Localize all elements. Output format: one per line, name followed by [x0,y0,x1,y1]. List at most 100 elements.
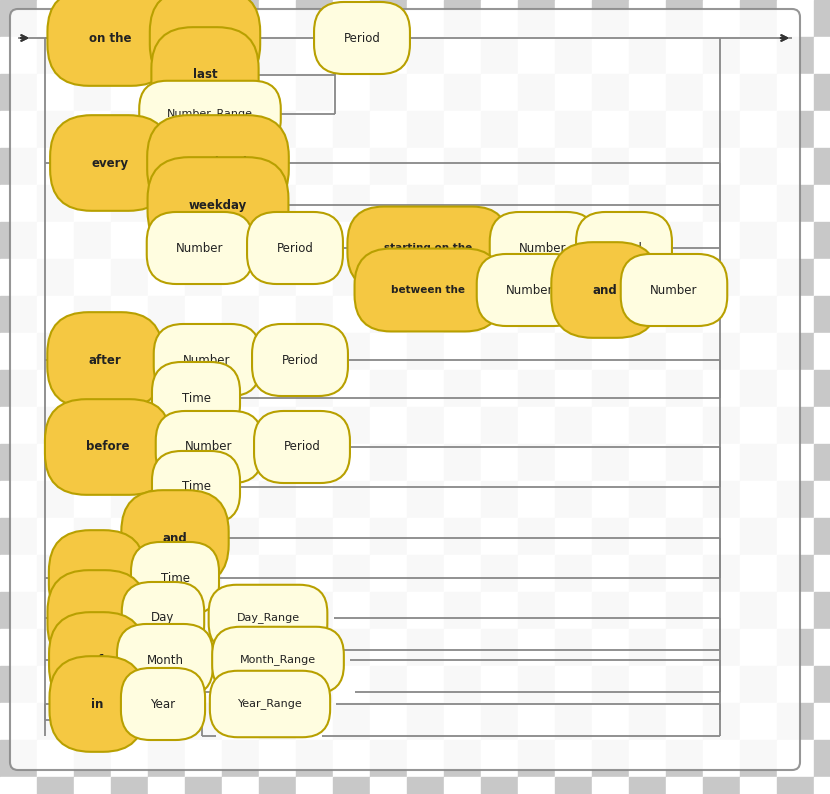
Bar [370,370,407,407]
Bar [592,703,629,740]
Bar [148,407,185,444]
Bar [222,111,259,148]
Bar [666,111,703,148]
Bar [666,592,703,629]
Bar [148,370,185,407]
Bar [74,37,111,74]
Bar [703,0,740,37]
Bar [148,481,185,518]
Bar [481,407,518,444]
Bar [592,37,629,74]
Bar [111,370,148,407]
Bar [296,370,333,407]
Bar [407,629,444,666]
Bar [333,777,370,794]
Bar [481,259,518,296]
Bar [666,370,703,407]
Bar [74,111,111,148]
Bar [555,37,592,74]
Bar [481,629,518,666]
Bar [111,555,148,592]
Bar [740,666,777,703]
Bar [296,407,333,444]
Bar [37,148,74,185]
Bar [407,518,444,555]
Bar [555,0,592,37]
Bar [370,222,407,259]
Bar [37,703,74,740]
Text: Number: Number [650,283,698,296]
Text: Time: Time [182,391,211,404]
Bar [333,444,370,481]
Bar [518,592,555,629]
Bar [222,407,259,444]
Bar [555,777,592,794]
Bar [222,222,259,259]
Bar [777,37,814,74]
Bar [703,111,740,148]
Bar [555,333,592,370]
Bar [518,222,555,259]
Bar [222,481,259,518]
Bar [185,777,222,794]
Text: Time: Time [160,572,189,584]
Bar [740,703,777,740]
Bar [629,111,666,148]
Bar [481,148,518,185]
Bar [370,518,407,555]
Bar [777,111,814,148]
Bar [111,0,148,37]
Bar [518,259,555,296]
Bar [592,185,629,222]
Bar [370,666,407,703]
Bar [259,740,296,777]
Bar [111,629,148,666]
Bar [333,111,370,148]
Bar [444,259,481,296]
Bar [518,148,555,185]
Bar [148,592,185,629]
Bar [444,148,481,185]
Text: Period: Period [284,441,320,453]
Bar [740,296,777,333]
Bar [370,259,407,296]
Bar [666,518,703,555]
Bar [259,444,296,481]
Bar [444,74,481,111]
Bar [148,777,185,794]
Bar [629,74,666,111]
Bar [777,740,814,777]
Bar [740,222,777,259]
Bar [370,629,407,666]
Bar [777,0,814,37]
Bar [518,333,555,370]
Bar [259,111,296,148]
Bar [185,740,222,777]
Bar [148,555,185,592]
Bar [74,148,111,185]
Bar [0,0,37,37]
Bar [0,777,37,794]
Text: between the: between the [391,285,465,295]
Bar [518,407,555,444]
Bar [592,481,629,518]
Bar [37,629,74,666]
Bar [185,111,222,148]
Bar [666,74,703,111]
Bar [370,740,407,777]
Bar [296,222,333,259]
Bar [333,185,370,222]
Bar [518,296,555,333]
Bar [37,333,74,370]
Bar [0,296,37,333]
Bar [222,37,259,74]
Bar [592,370,629,407]
Bar [148,74,185,111]
Bar [444,222,481,259]
Bar [481,185,518,222]
Bar [814,74,830,111]
Bar [814,481,830,518]
Bar [74,222,111,259]
Bar [259,666,296,703]
Bar [0,333,37,370]
